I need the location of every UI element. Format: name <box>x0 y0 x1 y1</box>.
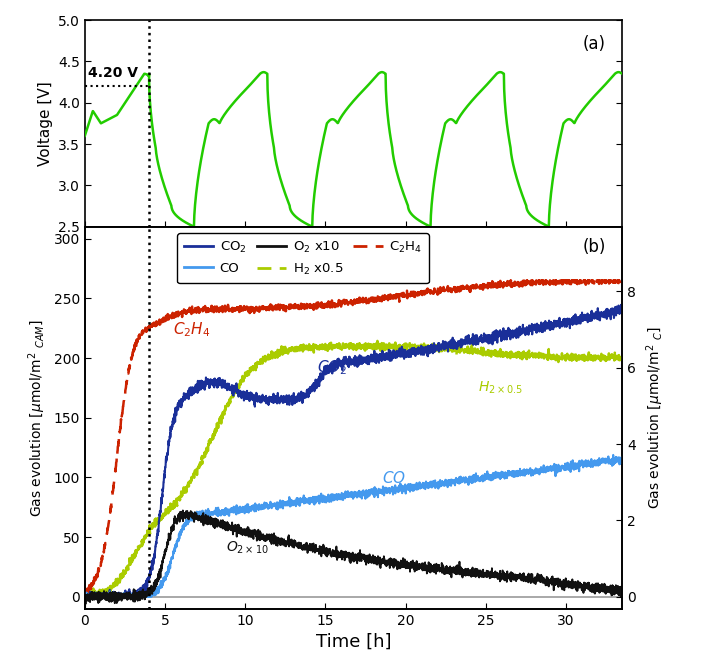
Text: $O_{2\times10}$: $O_{2\times10}$ <box>226 539 269 556</box>
Text: 4.20 V: 4.20 V <box>88 66 138 80</box>
Y-axis label: Gas evolution [$\mu$mol/m$^2$ $_{CAM}$]: Gas evolution [$\mu$mol/m$^2$ $_{CAM}$] <box>26 319 48 516</box>
Text: $C_2H_4$: $C_2H_4$ <box>173 320 211 339</box>
Text: $CO$: $CO$ <box>382 470 406 486</box>
X-axis label: Time [h]: Time [h] <box>316 633 391 651</box>
Y-axis label: Gas evolution [$\mu$mol/m$^2$ $_{C}$]: Gas evolution [$\mu$mol/m$^2$ $_{C}$] <box>644 326 666 509</box>
Text: $H_{2\times0.5}$: $H_{2\times0.5}$ <box>478 379 523 396</box>
Legend: CO$_2$, CO, O$_2$ x10, H$_2$ x0.5, C$_2$H$_4$: CO$_2$, CO, O$_2$ x10, H$_2$ x0.5, C$_2$… <box>177 233 428 283</box>
Text: (b): (b) <box>583 238 606 256</box>
Text: (a): (a) <box>583 35 606 53</box>
Text: $CO_2$: $CO_2$ <box>317 359 348 377</box>
Y-axis label: Voltage [V]: Voltage [V] <box>37 81 52 166</box>
